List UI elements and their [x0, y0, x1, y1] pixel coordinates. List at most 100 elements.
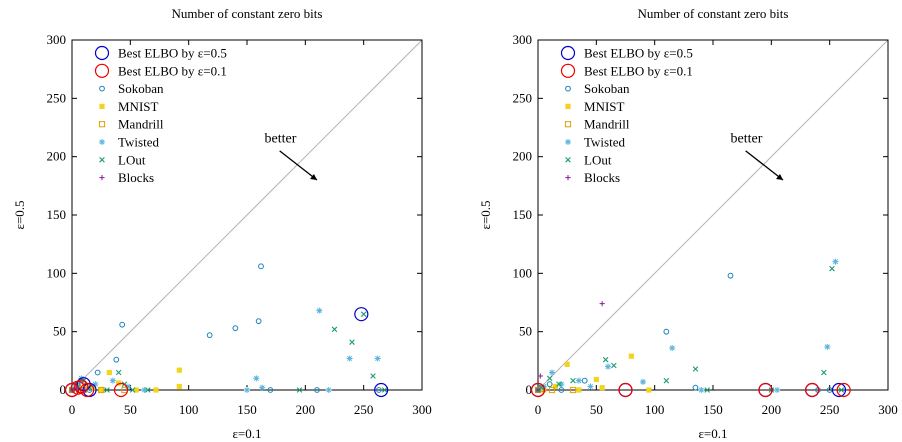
legend-label: Best ELBO by ε=0.5	[584, 46, 693, 61]
legend-marker	[94, 45, 110, 61]
legend-marker	[565, 157, 571, 163]
legend-label: LOut	[118, 152, 146, 167]
data-point-twisted	[575, 377, 582, 384]
data-point-lout	[296, 387, 303, 393]
annotation-arrow	[745, 150, 784, 181]
legend-marker	[99, 103, 105, 109]
legend-marker	[565, 85, 571, 92]
data-point-lout	[704, 387, 710, 393]
data-point-lout	[349, 339, 355, 345]
x-tick-label: 200	[296, 402, 316, 417]
data-point-twisted	[125, 383, 131, 390]
y-axis-label: ε=0.5	[478, 200, 493, 229]
series-blocks	[535, 301, 605, 393]
data-point-mnist	[176, 367, 182, 373]
data-point-lout	[663, 377, 670, 384]
data-point-sokoban	[375, 387, 382, 393]
data-point-mnist	[116, 380, 122, 386]
y-tick-label: 100	[47, 265, 67, 280]
data-point-lout	[370, 373, 376, 379]
data-point-lout	[115, 369, 122, 376]
data-point-twisted	[325, 387, 332, 393]
x-tick-label: 0	[535, 402, 542, 417]
series-twisted	[69, 307, 381, 393]
data-point-lout	[331, 326, 338, 333]
highlight-marker	[354, 307, 369, 322]
data-point-sokoban	[119, 321, 126, 328]
data-point-twisted	[698, 387, 705, 393]
y-tick-label: 250	[47, 90, 67, 105]
highlight-marker	[530, 382, 546, 398]
legend-marker	[565, 175, 571, 181]
y-tick-label: 200	[513, 149, 533, 164]
data-point-sokoban	[94, 369, 101, 376]
data-point-blocks	[599, 301, 605, 307]
legend: Best ELBO by ε=0.5 Best ELBO by ε=0.1 Soko…	[94, 45, 227, 185]
annotation-arrowhead	[776, 174, 783, 180]
y-tick-label: 150	[513, 207, 533, 222]
legend-label: MNIST	[584, 99, 625, 114]
data-point-sokoban	[692, 384, 699, 391]
legend-label: Best ELBO by ε=0.5	[118, 46, 227, 61]
data-point-twisted	[253, 375, 260, 382]
legend-label: Mandrill	[118, 117, 164, 132]
data-point-twisted	[605, 363, 611, 370]
data-point-twisted	[141, 387, 148, 393]
data-point-lout	[360, 311, 367, 317]
data-point-mnist	[576, 387, 582, 393]
series-twisted	[535, 258, 839, 393]
data-point-lout	[381, 387, 388, 393]
legend-marker	[565, 139, 571, 145]
data-point-sokoban	[314, 387, 320, 393]
annotation-better: better	[265, 132, 297, 147]
legend-label: Sokoban	[118, 81, 164, 96]
data-point-twisted	[824, 343, 831, 350]
data-point-lout	[129, 387, 136, 393]
legend-marker	[94, 63, 110, 78]
scatter-panel-1: Number of constant zero bits 0 50 100 150 200…	[12, 6, 432, 441]
diagonal-line	[537, 39, 889, 391]
x-tick-label: 50	[590, 402, 603, 417]
data-point-twisted	[92, 381, 99, 388]
legend-label: Twisted	[118, 135, 159, 150]
data-point-lout	[838, 387, 845, 393]
x-axis-label: ε=0.1	[698, 426, 727, 441]
data-point-lout	[692, 366, 699, 372]
legend-label: Blocks	[584, 170, 620, 185]
y-tick-label: 0	[526, 382, 533, 397]
scatter-panel-2: Number of constant zero bits 0 50 100 150 200…	[478, 6, 898, 441]
data-point-twisted	[587, 383, 594, 390]
data-point-sokoban	[267, 387, 274, 393]
data-point-sokoban	[113, 356, 120, 363]
legend-marker	[565, 103, 571, 109]
legend-label: Blocks	[118, 170, 154, 185]
data-point-blocks	[537, 373, 543, 379]
legend-label: Mandrill	[584, 117, 630, 132]
highlight-marker	[805, 382, 820, 398]
legend-marker	[99, 139, 105, 145]
x-tick-label: 100	[645, 402, 665, 417]
data-point-mnist	[176, 383, 182, 390]
data-point-lout	[611, 362, 617, 369]
highlight-marker	[374, 382, 389, 398]
annotation-arrowhead	[310, 174, 317, 180]
x-tick-label: 250	[820, 402, 840, 417]
data-point-mnist	[552, 383, 559, 390]
x-tick-label: 50	[124, 402, 137, 417]
data-point-mnist	[153, 387, 159, 393]
x-axis-label: ε=0.1	[232, 426, 261, 441]
data-point-mnist	[599, 385, 605, 391]
legend-marker	[99, 85, 105, 92]
x-tick-label: 0	[69, 402, 76, 417]
data-point-lout	[556, 381, 562, 387]
highlight-marker	[64, 382, 80, 398]
data-point-mnist	[564, 361, 570, 367]
data-point-blocks	[535, 387, 541, 393]
data-point-twisted	[109, 377, 116, 384]
legend-marker	[564, 121, 572, 128]
data-point-twisted	[558, 381, 565, 388]
series-lout	[535, 265, 845, 393]
x-tick-label: 300	[412, 402, 432, 417]
data-point-sokoban	[663, 328, 670, 335]
